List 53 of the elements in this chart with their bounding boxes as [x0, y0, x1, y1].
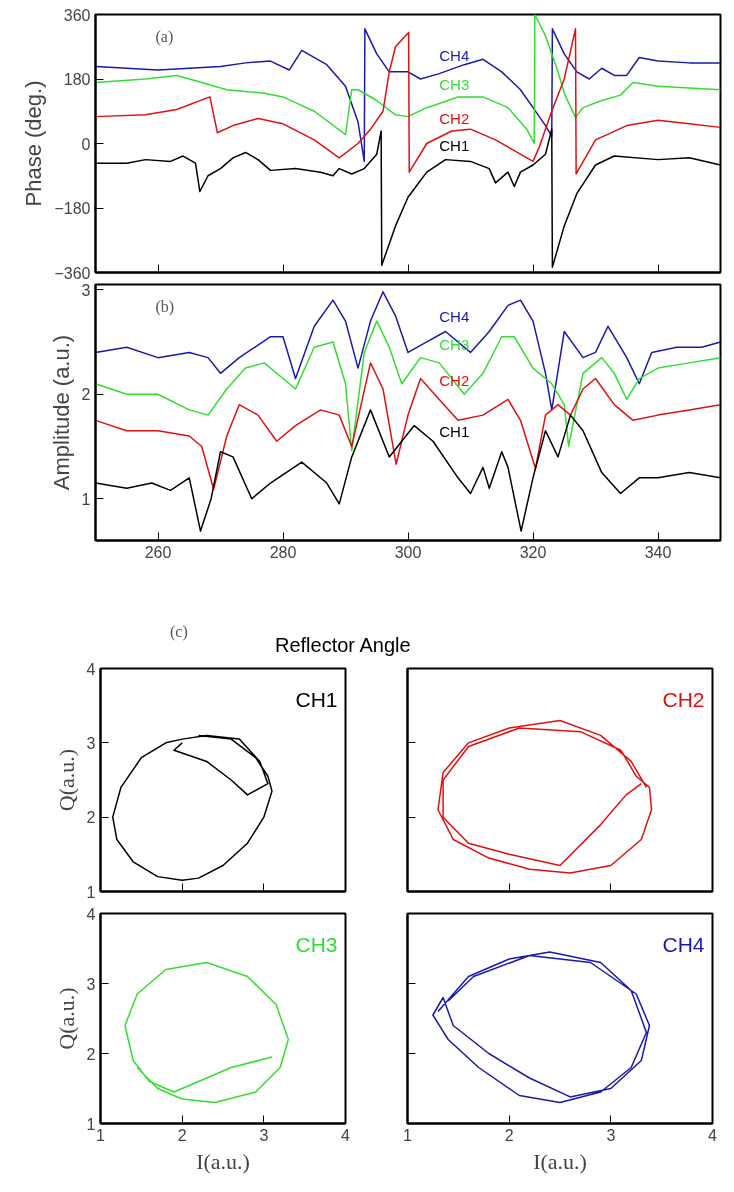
y-tick-label: 360	[63, 6, 91, 24]
text: CH1	[295, 687, 338, 711]
y-axis-title: Q(a.u.)	[53, 987, 79, 1050]
series-label: CH4	[439, 46, 470, 64]
series-label: CH4	[439, 308, 470, 325]
y-tick-label: 180	[63, 71, 91, 88]
annotation: (a)	[155, 27, 174, 46]
x-tick-label: 280	[269, 543, 297, 561]
x-tick-label: 3	[259, 1126, 269, 1144]
y-tick-label: 3	[86, 975, 96, 993]
line-series	[112, 734, 273, 882]
y-tick-label: 1	[81, 490, 91, 508]
x-tick-label: 300	[394, 543, 422, 561]
y-axis-title: Amplitude (a.u.)	[48, 334, 74, 491]
x-tick-label: 1	[403, 1126, 413, 1144]
annotation: (b)	[155, 297, 175, 316]
series-label: CH3	[439, 76, 470, 94]
y-axis-title: Phase (deg.)	[21, 80, 47, 207]
x-tick-label: 260	[144, 543, 172, 561]
y-tick-label: 1	[86, 883, 96, 901]
y-tick-label: 3	[86, 734, 96, 752]
series-label: CH2	[439, 110, 470, 128]
y-tick-label: −360	[54, 264, 91, 282]
x-axis-title: I(a.u.)	[533, 1148, 587, 1174]
x-axis-title: I(a.u.)	[196, 1148, 250, 1174]
y-tick-label: 2	[86, 809, 96, 827]
x-tick-label: 2	[177, 1126, 187, 1144]
y-tick-label: 0	[81, 135, 91, 153]
chart-title: Reflector Angle	[275, 633, 411, 658]
line-series	[95, 291, 721, 411]
x-tick-label: 4	[341, 1126, 351, 1144]
line-series	[95, 320, 721, 452]
y-tick-label: 4	[86, 905, 96, 923]
y-tick-label: −180	[54, 200, 91, 217]
x-tick-label: 4	[708, 1126, 718, 1144]
text: (c)	[170, 622, 188, 643]
series-label: CH1	[439, 423, 470, 441]
series-label: CH1	[439, 136, 470, 154]
y-tick-label: 4	[86, 660, 96, 678]
line-series	[124, 961, 290, 1104]
y-axis-title: Q(a.u.)	[53, 748, 79, 812]
y-tick-label: 3	[81, 281, 91, 299]
line-series	[95, 362, 721, 491]
y-tick-label: 2	[86, 1045, 96, 1063]
y-tick-label: 2	[81, 386, 91, 404]
text: CH3	[295, 932, 338, 956]
text: CH4	[662, 932, 705, 956]
x-tick-label: 2	[504, 1126, 514, 1144]
y-tick-label: 1	[86, 1115, 96, 1133]
x-tick-label: 340	[644, 543, 672, 561]
text: CH2	[662, 687, 705, 711]
x-tick-label: 3	[606, 1126, 616, 1144]
x-tick-label: 320	[519, 543, 547, 561]
